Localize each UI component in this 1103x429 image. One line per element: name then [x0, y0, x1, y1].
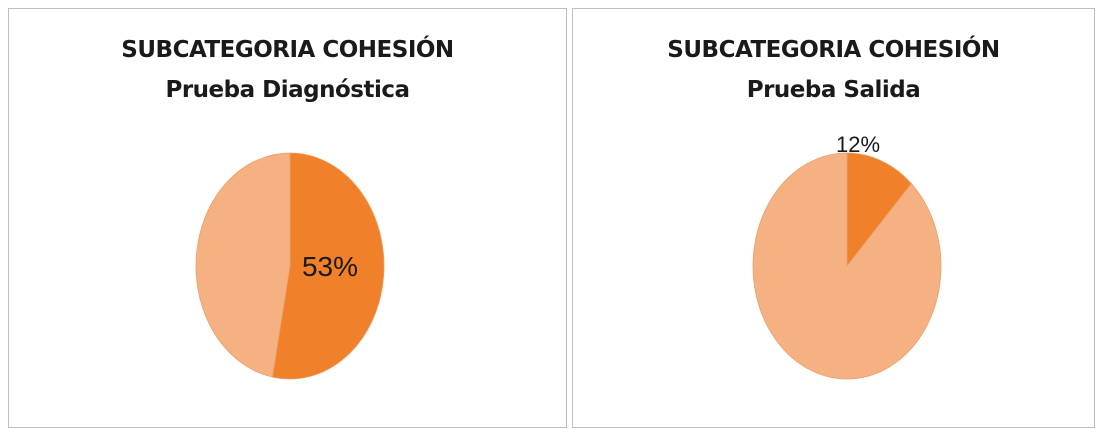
- chart-panel-salida: SUBCATEGORIA COHESIÓN Prueba Salida 12%: [572, 8, 1095, 428]
- pie-slice: [846, 152, 912, 268]
- pie-data-label: 12%: [836, 132, 880, 157]
- pie-data-label: 53%: [302, 251, 358, 282]
- chart-subtitle: Prueba Salida: [746, 77, 921, 103]
- chart-title: SUBCATEGORIA COHESIÓN: [121, 37, 454, 63]
- pie-slice: [752, 152, 942, 380]
- chart-subtitle: Prueba Diagnóstica: [165, 77, 410, 103]
- chart-title: SUBCATEGORIA COHESIÓN: [667, 37, 1000, 63]
- pie-slice: [271, 152, 385, 380]
- pie-chart-salida: 12%: [752, 132, 942, 380]
- chart-panel-diagnostica: SUBCATEGORIA COHESIÓN Prueba Diagnóstica…: [8, 8, 567, 428]
- pie-chart-diagnostica: 53%: [195, 152, 385, 380]
- pie-slice: [195, 152, 291, 378]
